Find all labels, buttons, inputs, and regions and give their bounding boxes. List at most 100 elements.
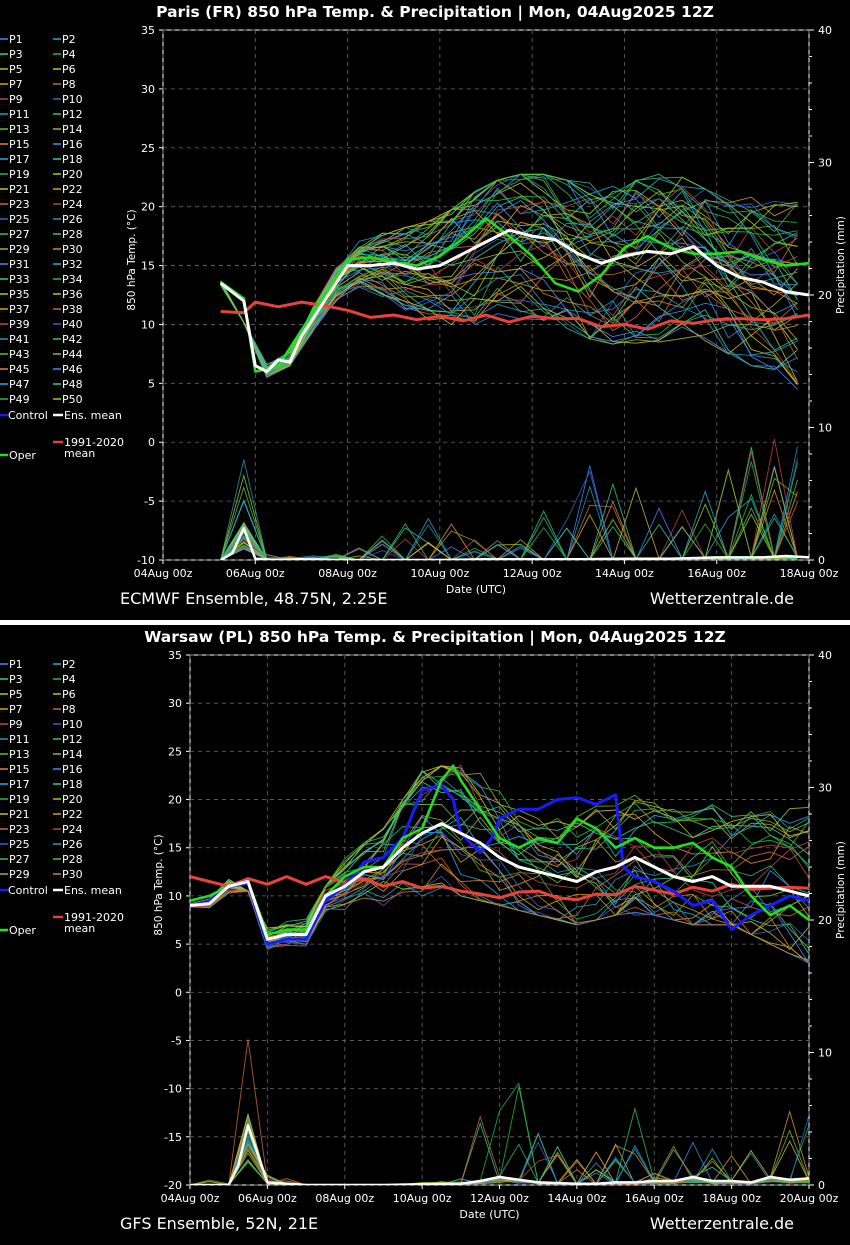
paris-legend-label-P4: P4 — [62, 48, 76, 61]
paris-ytick-label: -5 — [144, 495, 155, 508]
paris-member-P49 — [220, 176, 798, 375]
paris-member-P30 — [220, 252, 798, 370]
paris-site-label: Wetterzentrale.de — [650, 589, 794, 608]
warsaw-legend-label-clim1: 1991-2020 — [64, 911, 124, 924]
paris-member-P13 — [220, 173, 798, 375]
warsaw-legend-label-P1: P1 — [9, 658, 23, 671]
paris-ytick-label: 30 — [141, 83, 155, 96]
paris-y2tick-label: 30 — [818, 157, 832, 170]
paris-precip-P6 — [220, 466, 798, 560]
paris-member-P44 — [220, 275, 798, 373]
paris-legend-label-P11: P11 — [9, 108, 30, 121]
warsaw-y2tick-label: 10 — [818, 1047, 832, 1060]
paris-legend-label-P39: P39 — [9, 318, 30, 331]
paris-ytick-label: 35 — [141, 24, 155, 37]
paris-ens-mean-line — [219, 228, 809, 374]
paris-xtick-label: 06Aug 00z — [226, 567, 285, 580]
warsaw-legend-label-P21: P21 — [9, 808, 30, 821]
paris-legend-label-P27: P27 — [9, 228, 30, 241]
warsaw-precip-P14 — [190, 1113, 809, 1185]
warsaw-climatology-line — [190, 875, 809, 902]
warsaw-xtick-label: 06Aug 00z — [238, 1192, 297, 1205]
paris-y2tick-label: 0 — [818, 554, 825, 567]
paris-legend-label-P16: P16 — [62, 138, 83, 151]
warsaw-legend-label-control: Control — [8, 884, 48, 897]
paris-y2tick-label: 20 — [818, 289, 832, 302]
paris-member-P21 — [220, 243, 798, 382]
warsaw-ytick-label: -15 — [164, 1131, 182, 1144]
paris-member-P25 — [220, 198, 798, 375]
paris-legend-label-P13: P13 — [9, 123, 30, 136]
paris-legend-label-P26: P26 — [62, 213, 83, 226]
paris-legend-label-control: Control — [8, 409, 48, 422]
paris-legend-label-P32: P32 — [62, 258, 83, 271]
warsaw-xtick-label: 04Aug 00z — [161, 1192, 220, 1205]
warsaw-legend-label-ens-mean: Ens. mean — [64, 884, 122, 897]
paris-legend: P1 P2 P3 P4 P5 P6 P7 P8 P9 P10 P11 P12 P13 P14 P15 P16 P… — [0, 33, 124, 462]
paris-legend-label-P17: P17 — [9, 153, 30, 166]
paris-plot-frame — [162, 29, 810, 561]
paris-xtick-label: 04Aug 00z — [134, 567, 193, 580]
paris-climatology-line — [220, 300, 809, 331]
warsaw-legend-label-P7: P7 — [9, 703, 23, 716]
warsaw-legend-label-P26: P26 — [62, 838, 83, 851]
paris-y2tick-label: 10 — [818, 422, 832, 435]
paris-legend-label-clim1: 1991-2020 — [64, 436, 124, 449]
paris-legend-label-P35: P35 — [9, 288, 30, 301]
paris-plot-area: -10 -5 0 5 10 15 20 25 30 35 0 10 20 30 40 04Aug 00z 06A… — [126, 24, 847, 596]
paris-member-P31 — [220, 278, 798, 379]
warsaw-member-P19 — [190, 772, 809, 931]
paris-ytick-label: -10 — [137, 554, 155, 567]
warsaw-legend-label-P30: P30 — [62, 868, 83, 881]
warsaw-y2tick-label: 20 — [818, 914, 832, 927]
paris-legend-label-P14: P14 — [62, 123, 83, 136]
paris-legend-label-P20: P20 — [62, 168, 83, 181]
warsaw-legend-label-P17: P17 — [9, 778, 30, 791]
warsaw-legend-label-P24: P24 — [62, 823, 83, 836]
warsaw-ytick-label: 5 — [175, 938, 182, 951]
paris-legend-label-P6: P6 — [62, 63, 76, 76]
warsaw-y2tick-label: 30 — [818, 782, 832, 795]
warsaw-ytick-label: -20 — [164, 1179, 182, 1192]
warsaw-ytick-label: 15 — [168, 842, 182, 855]
paris-legend-label-P28: P28 — [62, 228, 83, 241]
paris-legend-label-P34: P34 — [62, 273, 83, 286]
paris-precip-P30 — [220, 500, 798, 560]
warsaw-legend-label-P18: P18 — [62, 778, 83, 791]
warsaw-legend-label-P20: P20 — [62, 793, 83, 806]
warsaw-site-label: Wetterzentrale.de — [650, 1214, 794, 1233]
paris-member-P41 — [220, 274, 798, 378]
paris-precip-P48 — [220, 482, 798, 560]
warsaw-xtick-label: 10Aug 00z — [393, 1192, 452, 1205]
paris-legend-label-P22: P22 — [62, 183, 83, 196]
warsaw-precip-P25 — [190, 1114, 809, 1185]
warsaw-legend-label-P3: P3 — [9, 673, 23, 686]
paris-precip-P33 — [220, 522, 798, 560]
paris-legend-label-P49: P49 — [9, 393, 30, 406]
warsaw-legend: P1 P2 P3 P4 P5 P6 P7 P8 P9 P10 P11 P12 P13 P14 P15 P16 P… — [0, 658, 124, 937]
paris-legend-label-P23: P23 — [9, 198, 30, 211]
paris-legend-label-P5: P5 — [9, 63, 23, 76]
paris-precip-P19 — [220, 461, 798, 560]
paris-legend-label-P29: P29 — [9, 243, 30, 256]
paris-precip-P41 — [220, 446, 798, 560]
warsaw-plot-area: -20 -15 -10 -5 0 5 10 15 20 25 30 35 0 10 20 30 40 04Aug … — [153, 649, 847, 1221]
paris-y2tick-label: 40 — [818, 24, 832, 37]
paris-legend-label-P40: P40 — [62, 318, 83, 331]
paris-legend-label-P9: P9 — [9, 93, 23, 106]
warsaw-ytick-label: 35 — [168, 649, 182, 662]
paris-precip-ens-mean — [220, 526, 809, 560]
warsaw-precip-P21 — [190, 1112, 809, 1185]
paris-legend-label-P2: P2 — [62, 33, 76, 46]
paris-ytick-label: 10 — [141, 318, 155, 331]
paris-member-P34 — [220, 195, 798, 369]
paris-legend-label-P48: P48 — [62, 378, 83, 391]
paris-legend-label-P50: P50 — [62, 393, 83, 406]
warsaw-source-label: GFS Ensemble, 52N, 21E — [120, 1214, 318, 1233]
warsaw-legend-label-P5: P5 — [9, 688, 23, 701]
warsaw-chart-title: Warsaw (PL) 850 hPa Temp. & Precipitatio… — [144, 628, 726, 647]
paris-legend-label-P45: P45 — [9, 363, 30, 376]
warsaw-legend-label-P11: P11 — [9, 733, 30, 746]
warsaw-xtick-label: 14Aug 00z — [548, 1192, 607, 1205]
paris-legend-label-P43: P43 — [9, 348, 30, 361]
